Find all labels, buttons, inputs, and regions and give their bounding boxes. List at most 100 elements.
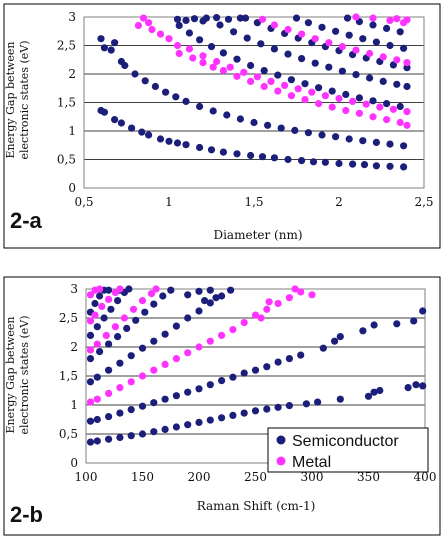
- data-point: [403, 121, 411, 129]
- data-point: [173, 15, 182, 23]
- panel-b-yticks: 0 0,5 1 1,5 2 2,5 3: [59, 282, 78, 470]
- data-point: [150, 399, 158, 407]
- data-point: [107, 305, 115, 313]
- data-point: [263, 405, 271, 413]
- x-tick-label: 350: [357, 470, 380, 484]
- data-point: [338, 43, 346, 51]
- data-point: [105, 435, 113, 443]
- data-point: [366, 49, 374, 58]
- data-point: [342, 90, 350, 99]
- data-point: [114, 297, 122, 305]
- data-point: [260, 82, 268, 91]
- data-point: [318, 23, 326, 31]
- data-point: [161, 360, 169, 368]
- data-point: [396, 28, 404, 36]
- data-point: [114, 333, 122, 341]
- data-point: [127, 432, 135, 440]
- data-point: [379, 77, 387, 85]
- data-point: [86, 317, 95, 325]
- y-tick-label: 1,5: [57, 96, 76, 110]
- data-point: [190, 15, 199, 23]
- data-point: [294, 85, 302, 93]
- data-point: [285, 355, 293, 363]
- data-point: [116, 409, 124, 417]
- data-point: [287, 92, 295, 100]
- data-point: [161, 425, 169, 433]
- x-tick-label: 2: [335, 195, 343, 209]
- data-point: [93, 437, 101, 445]
- data-point: [233, 55, 241, 63]
- data-point: [270, 45, 278, 53]
- data-point: [219, 67, 227, 75]
- data-point: [102, 331, 110, 339]
- data-point: [311, 59, 319, 67]
- legend-box: [267, 427, 429, 473]
- panel-b-tag: 2-b: [10, 502, 43, 527]
- x-tick-label: 2,5: [414, 195, 433, 209]
- data-point: [263, 305, 271, 313]
- data-point: [230, 28, 238, 36]
- data-point: [141, 308, 149, 316]
- data-point: [403, 16, 411, 24]
- x-tick-label: 300: [301, 470, 324, 484]
- data-point: [189, 54, 197, 62]
- data-point: [105, 340, 113, 348]
- data-point: [105, 389, 113, 397]
- data-point: [298, 30, 306, 38]
- data-point: [161, 395, 169, 403]
- data-point: [125, 285, 133, 293]
- data-point: [376, 103, 384, 111]
- data-point: [96, 285, 104, 293]
- data-point: [173, 139, 182, 147]
- data-point: [287, 76, 295, 84]
- data-point: [165, 137, 173, 145]
- data-point: [227, 286, 235, 294]
- data-point: [182, 141, 190, 149]
- data-point: [236, 14, 244, 22]
- data-point: [138, 128, 146, 136]
- data-point: [175, 21, 183, 30]
- data-point: [172, 423, 180, 431]
- data-point: [105, 286, 113, 294]
- data-point: [372, 162, 380, 170]
- data-point: [403, 59, 411, 67]
- data-point: [343, 14, 352, 22]
- data-point: [253, 19, 261, 27]
- data-point: [86, 417, 95, 425]
- x-tick-label: 1,5: [244, 195, 263, 209]
- y-tick-label: 3: [68, 10, 76, 24]
- data-point: [338, 67, 346, 75]
- data-point: [127, 352, 135, 360]
- data-point: [185, 45, 193, 53]
- data-point: [284, 25, 292, 34]
- data-point: [182, 97, 190, 105]
- x-tick-label: 100: [75, 470, 98, 484]
- legend-label-semiconductor: Semiconductor: [292, 433, 399, 450]
- y-tick-label: 1: [70, 398, 78, 412]
- panel-b: 0 0,5 1 1,5 2 2,5 3 100 150 200 250 300 350 400 Rama…: [3, 276, 441, 536]
- panel-b-xticks: 100 150 200 250 300 350 400: [75, 470, 437, 484]
- data-point: [277, 124, 285, 132]
- panel-a-plot-frame: [83, 16, 425, 189]
- data-point: [145, 131, 153, 139]
- data-point: [121, 61, 129, 70]
- data-point: [298, 55, 306, 63]
- data-point: [195, 418, 203, 426]
- data-point: [335, 94, 343, 103]
- data-point: [352, 71, 360, 79]
- data-point: [218, 292, 226, 300]
- data-point: [386, 140, 394, 148]
- panel-b-plot-frame: [85, 288, 426, 464]
- data-point: [123, 324, 131, 332]
- data-point: [93, 415, 101, 424]
- data-point: [410, 317, 418, 325]
- y-tick-label: 0: [70, 456, 78, 470]
- data-point: [218, 331, 226, 339]
- panel-a-xlabel: Diameter (nm): [213, 228, 302, 242]
- data-point: [274, 358, 282, 366]
- data-point: [86, 346, 95, 354]
- data-point: [270, 21, 278, 29]
- panel-a-series-metal: [134, 13, 411, 129]
- data-point: [297, 288, 305, 296]
- data-point: [91, 299, 99, 308]
